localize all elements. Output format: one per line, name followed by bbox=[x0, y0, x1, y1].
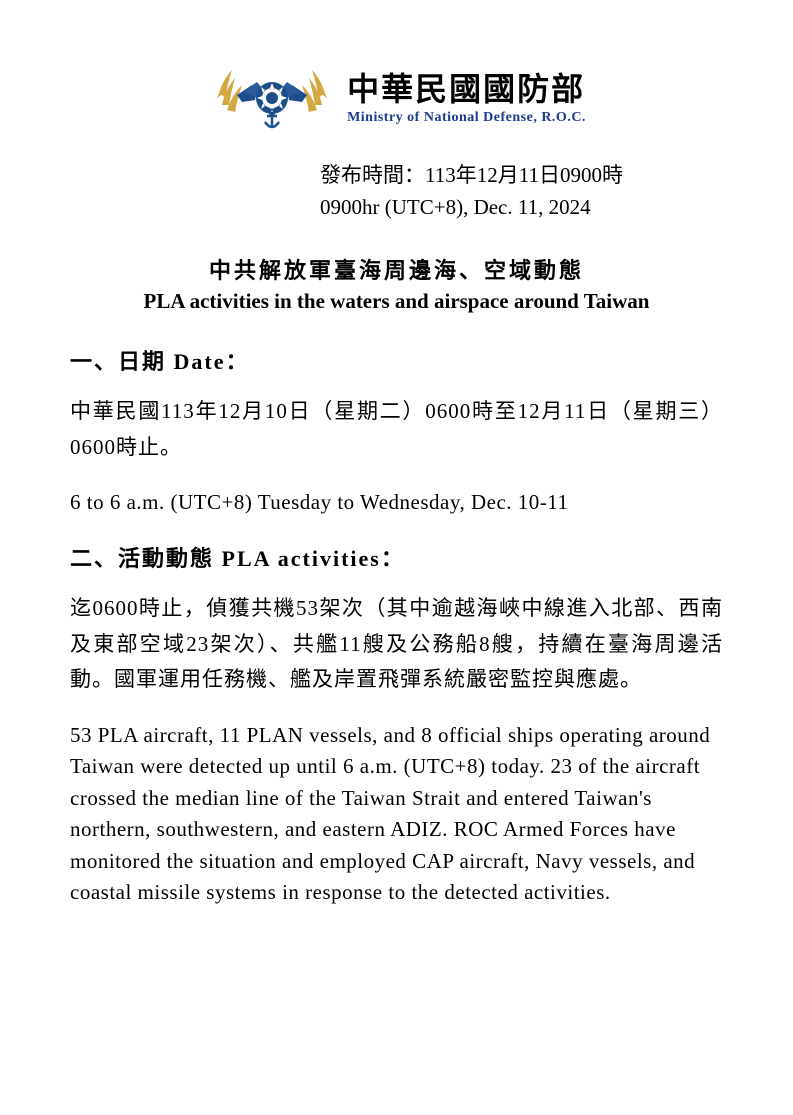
section-activities-content-en: 53 PLA aircraft, 11 PLAN vessels, and 8 … bbox=[70, 720, 723, 909]
title-en: PLA activities in the waters and airspac… bbox=[70, 289, 723, 314]
release-time-zh: 發布時間：113年12月11日0900時 bbox=[320, 160, 723, 192]
ministry-emblem bbox=[207, 50, 337, 140]
section-date-content-zh: 中華民國113年12月10日（星期二）0600時至12月11日（星期三）0600… bbox=[70, 394, 723, 465]
release-time-en: 0900hr (UTC+8), Dec. 11, 2024 bbox=[320, 192, 723, 224]
ministry-name-zh: 中華民國國防部 bbox=[347, 64, 586, 110]
section-date-heading: 一、日期 Date： bbox=[70, 344, 723, 376]
title-zh: 中共解放軍臺海周邊海、空域動態 bbox=[70, 253, 723, 285]
document-header: 中華民國國防部 Ministry of National Defense, R.… bbox=[70, 50, 723, 140]
ministry-name-en: Ministry of National Defense, R.O.C. bbox=[347, 110, 586, 126]
ministry-name-block: 中華民國國防部 Ministry of National Defense, R.… bbox=[347, 64, 586, 126]
section-activities-content-zh: 迄0600時止，偵獲共機53架次（其中逾越海峽中線進入北部、西南及東部空域23架… bbox=[70, 591, 723, 698]
release-time-block: 發布時間：113年12月11日0900時 0900hr (UTC+8), Dec… bbox=[320, 160, 723, 223]
section-activities-heading: 二、活動動態 PLA activities： bbox=[70, 541, 723, 573]
document-title: 中共解放軍臺海周邊海、空域動態 PLA activities in the wa… bbox=[70, 253, 723, 314]
section-date-content-en: 6 to 6 a.m. (UTC+8) Tuesday to Wednesday… bbox=[70, 487, 723, 519]
